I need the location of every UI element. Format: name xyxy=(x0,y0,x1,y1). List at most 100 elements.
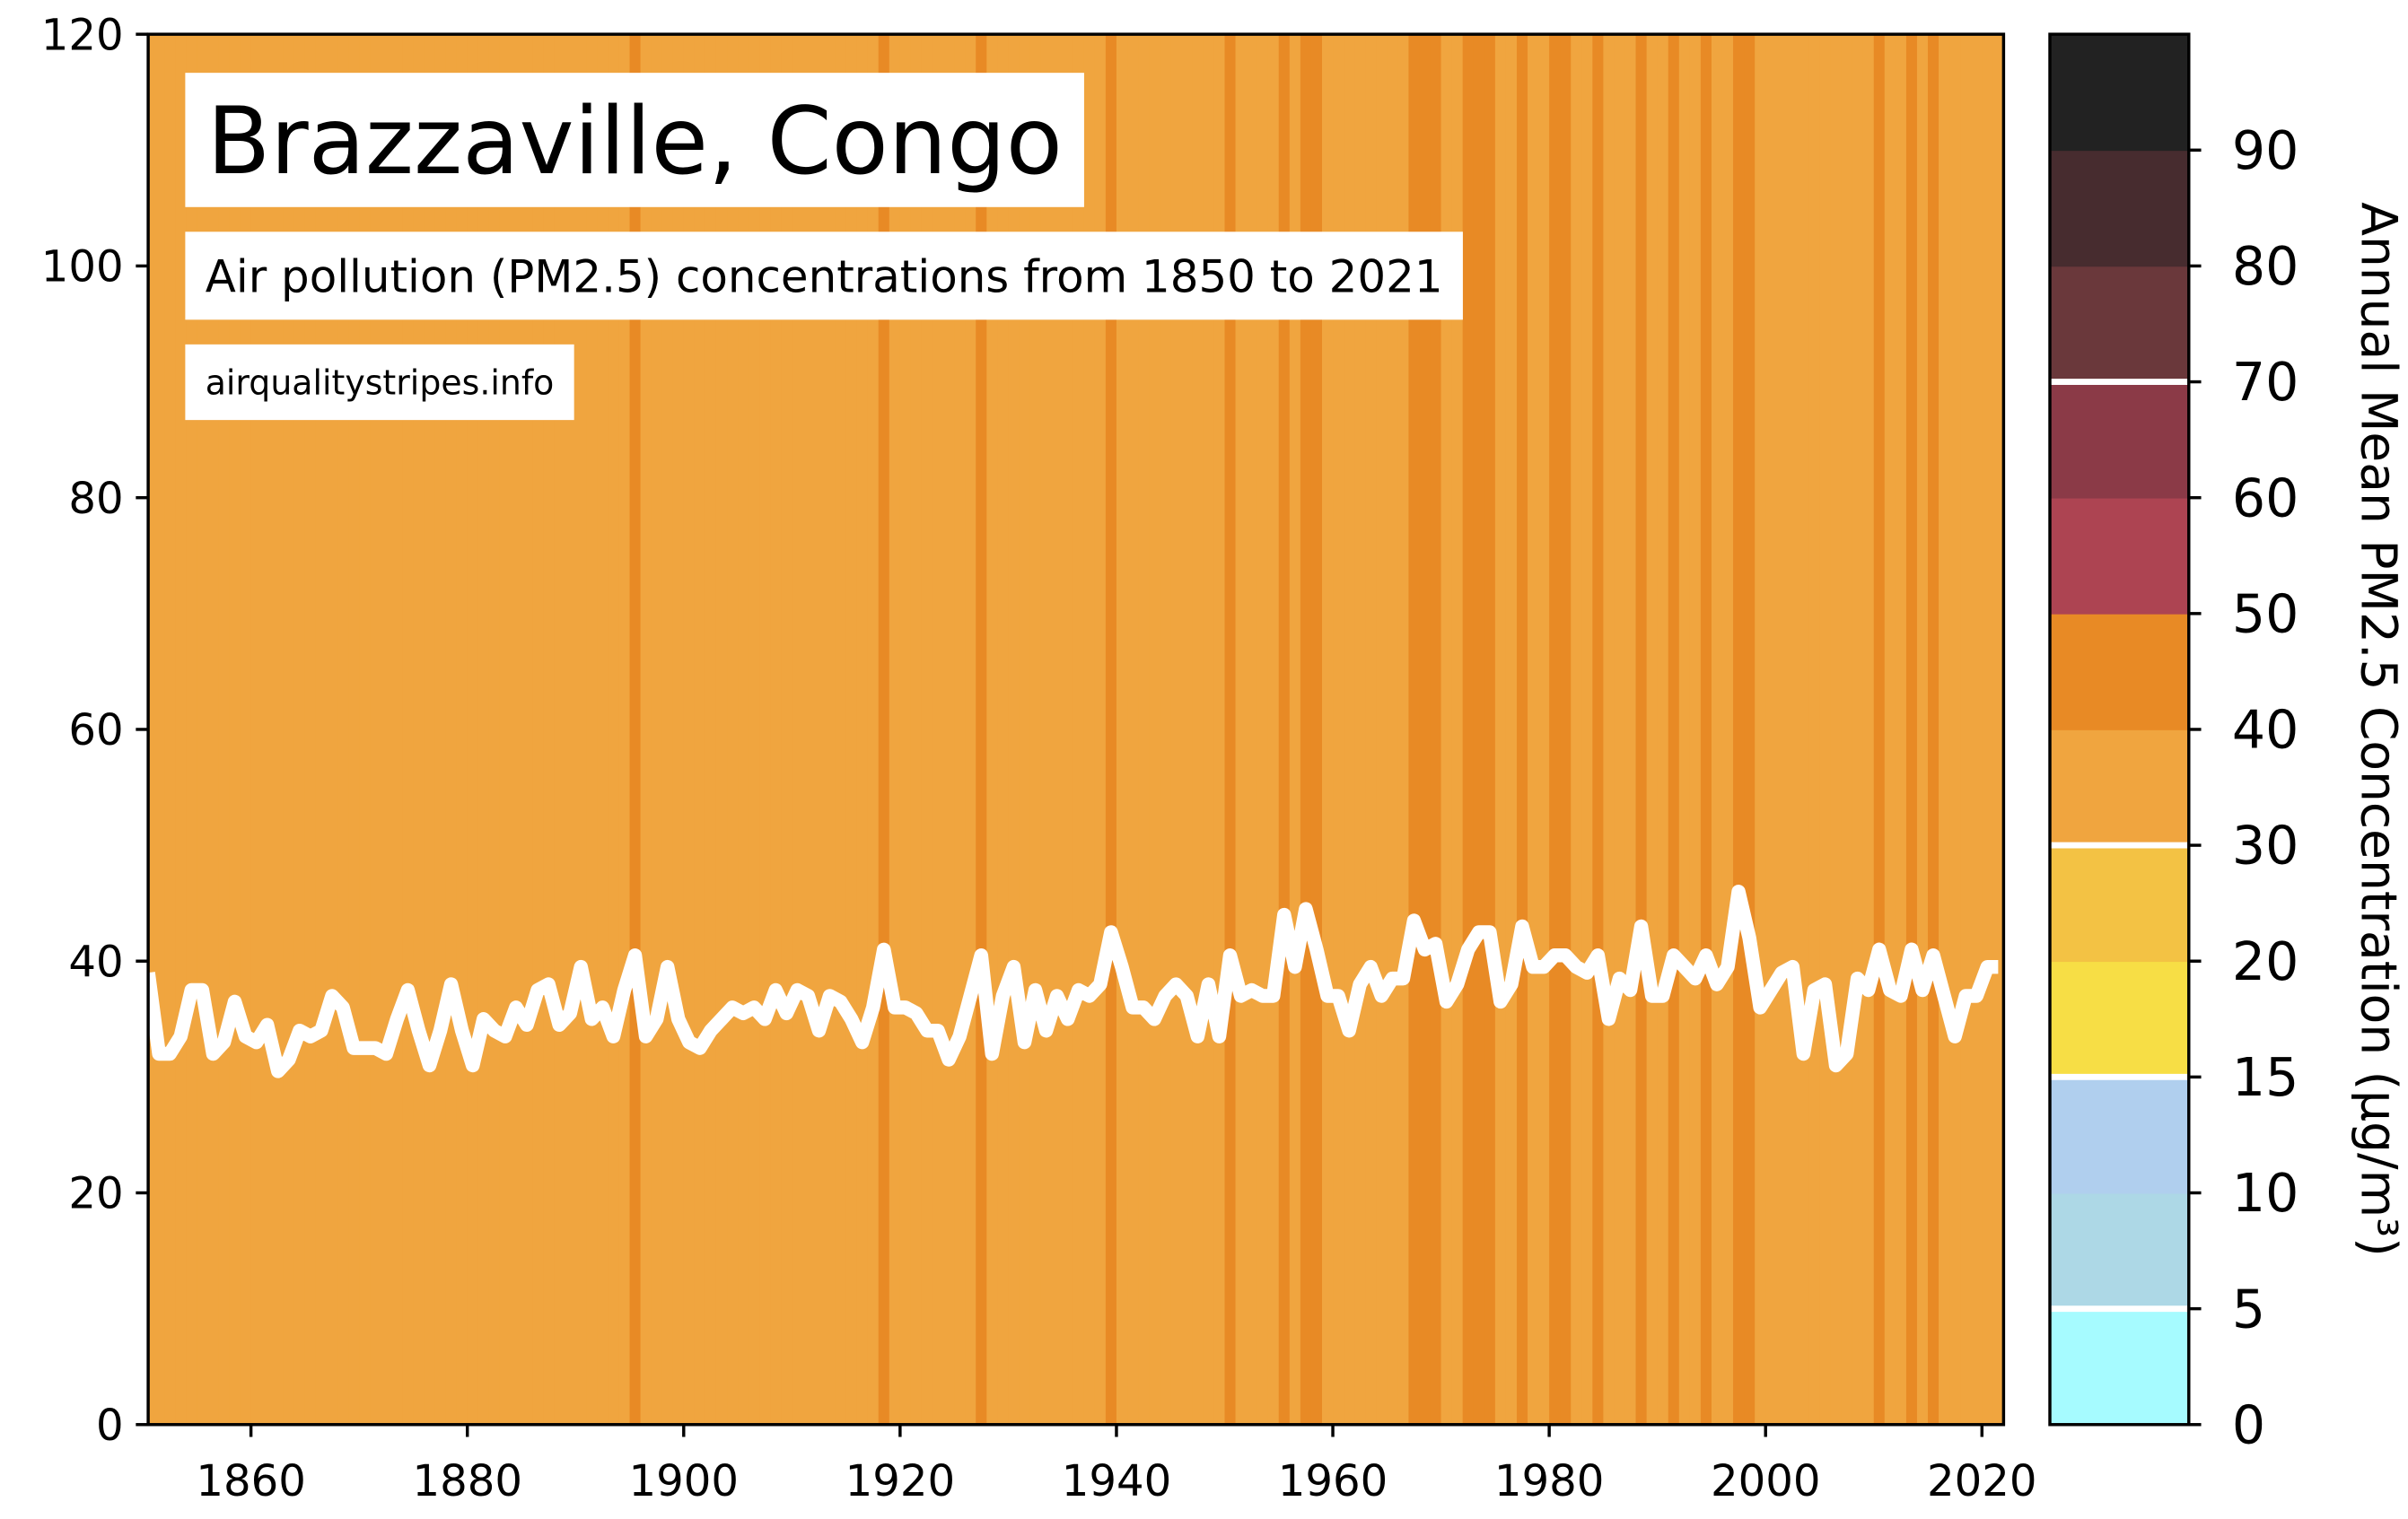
chart-title-box xyxy=(185,73,1084,207)
stripe xyxy=(1581,34,1594,1425)
stripe xyxy=(1635,34,1648,1425)
stripe xyxy=(1614,34,1626,1425)
stripe xyxy=(661,34,674,1425)
stripe xyxy=(1992,34,2004,1425)
stripe xyxy=(986,34,999,1425)
stripe xyxy=(1062,34,1074,1425)
stripe xyxy=(1744,34,1756,1425)
stripe xyxy=(1787,34,1799,1425)
stripe xyxy=(1603,34,1616,1425)
stripe xyxy=(954,34,967,1425)
stripe xyxy=(1798,34,1810,1425)
stripe xyxy=(1755,34,1767,1425)
stripe xyxy=(1181,34,1194,1425)
stripe xyxy=(1819,34,1832,1425)
stripe xyxy=(889,34,901,1425)
colorbar-tick-label: 60 xyxy=(2232,467,2299,528)
stripe xyxy=(1862,34,1875,1425)
stripe xyxy=(1841,34,1853,1425)
stripe xyxy=(899,34,912,1425)
stripe xyxy=(1949,34,1962,1425)
stripe xyxy=(813,34,826,1425)
stripe xyxy=(575,34,588,1425)
y-tick-label: 0 xyxy=(96,1401,124,1451)
stripe xyxy=(1213,34,1226,1425)
stripe xyxy=(175,34,188,1425)
stripe xyxy=(933,34,945,1425)
stripe xyxy=(1592,34,1605,1425)
stripe xyxy=(1776,34,1789,1425)
y-tick-label: 20 xyxy=(68,1169,123,1219)
stripe xyxy=(845,34,858,1425)
stripe xyxy=(586,34,599,1425)
stripe xyxy=(1549,34,1562,1425)
stripe xyxy=(1939,34,1951,1425)
stripe xyxy=(1905,34,1918,1425)
stripe xyxy=(705,34,717,1425)
colorbar-segment xyxy=(2049,613,2189,730)
stripe xyxy=(1257,34,1269,1425)
stripe xyxy=(1830,34,1843,1425)
stripe xyxy=(1267,34,1280,1425)
y-tick-label: 60 xyxy=(68,705,123,755)
stripe xyxy=(1808,34,1821,1425)
stripe xyxy=(1960,34,1973,1425)
stripe xyxy=(1246,34,1258,1425)
x-tick-label: 1920 xyxy=(845,1456,956,1506)
stripe xyxy=(997,34,1010,1425)
stripe xyxy=(1884,34,1896,1425)
stripe xyxy=(1029,34,1042,1425)
stripe xyxy=(1516,34,1529,1425)
y-tick-label: 120 xyxy=(41,10,124,60)
x-tick-label: 1860 xyxy=(196,1456,306,1506)
colorbar-segment xyxy=(2049,34,2189,152)
stripe xyxy=(1116,34,1129,1425)
stripe xyxy=(1149,34,1161,1425)
stripe xyxy=(1430,34,1442,1425)
stripe xyxy=(1473,34,1485,1425)
stripe xyxy=(629,34,642,1425)
y-tick-label: 80 xyxy=(68,474,123,524)
stripe xyxy=(683,34,696,1425)
y-tick-label: 40 xyxy=(68,937,123,987)
colorbar-tick-label: 10 xyxy=(2232,1163,2299,1224)
stripe xyxy=(1354,34,1367,1425)
stripe xyxy=(1300,34,1312,1425)
stripe xyxy=(1484,34,1496,1425)
stripe xyxy=(1657,34,1669,1425)
stripe xyxy=(867,34,880,1425)
stripe xyxy=(1040,34,1053,1425)
stripe xyxy=(1073,34,1085,1425)
stripe xyxy=(1678,34,1691,1425)
stripe xyxy=(1387,34,1399,1425)
colorbar-tick-label: 70 xyxy=(2232,352,2299,413)
x-tick-label: 1880 xyxy=(412,1456,522,1506)
stripe xyxy=(1397,34,1410,1425)
stripe xyxy=(1538,34,1551,1425)
x-tick-label: 1960 xyxy=(1278,1456,1388,1506)
stripe xyxy=(1192,34,1204,1425)
stripe xyxy=(1321,34,1335,1425)
stripe xyxy=(1689,34,1702,1425)
stripe xyxy=(618,34,631,1425)
stripe xyxy=(1278,34,1291,1425)
stripe xyxy=(824,34,836,1425)
stripe xyxy=(1019,34,1031,1425)
stripe xyxy=(856,34,869,1425)
chart-subtitle-box xyxy=(185,231,1463,320)
stripe xyxy=(715,34,729,1425)
source-label: airqualitystripes.info xyxy=(206,363,555,403)
stripe xyxy=(1560,34,1572,1425)
stripe xyxy=(164,34,177,1425)
stripe xyxy=(727,34,740,1425)
stripe xyxy=(738,34,750,1425)
colorbar-segment xyxy=(2049,381,2189,499)
stripe xyxy=(1916,34,1930,1425)
stripe xyxy=(1440,34,1453,1425)
chart-title: Brazzaville, Congo xyxy=(206,88,1062,196)
colorbar-segment xyxy=(2049,845,2189,963)
stripe xyxy=(835,34,847,1425)
stripe xyxy=(1408,34,1421,1425)
